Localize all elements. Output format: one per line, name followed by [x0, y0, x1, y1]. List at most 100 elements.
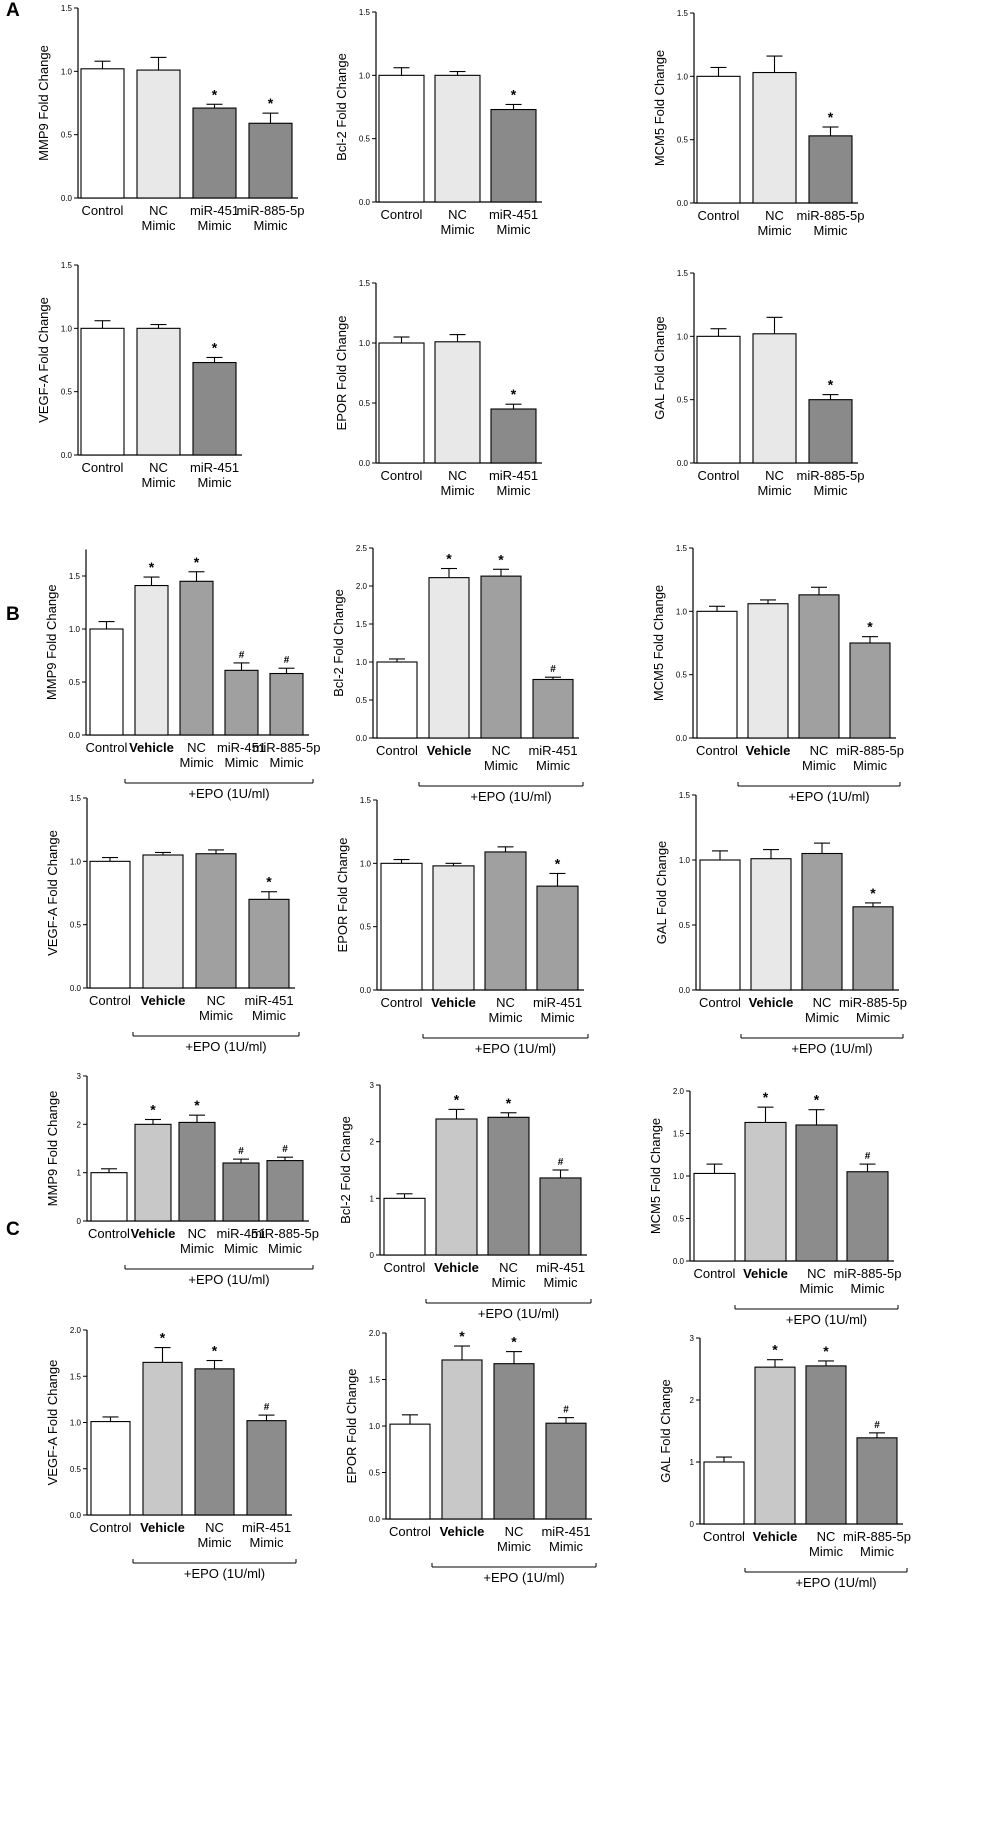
bar: [194, 1368, 235, 1516]
category-label: Control: [698, 468, 740, 483]
category-label: Control: [696, 743, 738, 758]
category-label: Mimic: [544, 1275, 578, 1290]
category-label: Control: [381, 995, 423, 1010]
y-tick-label: 1.5: [70, 1372, 82, 1381]
y-tick-label: 0.5: [359, 399, 371, 408]
significance-mark: #: [264, 1402, 270, 1413]
category-label: Mimic: [198, 218, 232, 233]
y-tick-label: 0.0: [679, 986, 691, 995]
y-tick-label: 3: [370, 1081, 375, 1090]
y-tick-label: 0.0: [676, 734, 688, 743]
category-label: Mimic: [484, 758, 518, 773]
category-label: NC: [496, 995, 515, 1010]
y-tick-label: 2: [370, 1138, 375, 1147]
bar: [435, 1118, 478, 1256]
category-label: Mimic: [198, 475, 232, 490]
category-label: NC: [765, 208, 784, 223]
y-axis-label: MMP9 Fold Change: [44, 584, 59, 700]
category-label: Control: [694, 1266, 736, 1281]
category-label: Mimic: [225, 755, 259, 770]
bar: [798, 594, 840, 739]
bar: [248, 122, 293, 199]
y-tick-label: 0.5: [356, 696, 368, 705]
panel-label-a: A: [6, 0, 20, 21]
category-label: Control: [82, 460, 124, 475]
bar: [378, 74, 425, 203]
category-label: Mimic: [142, 218, 176, 233]
category-label: Mimic: [489, 1010, 523, 1025]
y-tick-label: 0: [370, 1251, 375, 1260]
y-tick-label: 1.5: [61, 4, 73, 13]
bar: [795, 1124, 838, 1262]
bar: [703, 1461, 745, 1525]
bar: [856, 1437, 898, 1525]
y-tick-label: 0.0: [356, 734, 368, 743]
y-tick-label: 0.5: [61, 388, 73, 397]
bar: [490, 108, 537, 203]
bar: [480, 575, 522, 739]
category-label: Vehicle: [749, 995, 794, 1010]
category-label: Mimic: [814, 223, 848, 238]
bar: [696, 75, 741, 204]
category-label: Control: [86, 740, 128, 755]
category-label: Control: [703, 1529, 745, 1544]
chart-17: 0.0 0.5 1.0 1.5 2.0 EPOR Fold Change Control * V…: [344, 1328, 597, 1585]
significance-mark: *: [194, 1097, 200, 1113]
category-label: NC: [807, 1266, 826, 1281]
bar: [222, 1162, 260, 1222]
y-tick-label: 0: [690, 1520, 695, 1529]
category-label: Mimic: [853, 758, 887, 773]
significance-mark: *: [498, 551, 504, 567]
y-tick-label: 0.0: [369, 1515, 381, 1524]
category-label: Mimic: [441, 483, 475, 498]
bar: [805, 1365, 847, 1525]
category-label: miR-451: [541, 1524, 590, 1539]
category-label: Mimic: [198, 1535, 232, 1550]
category-label: miR-451: [242, 1520, 291, 1535]
y-tick-label: 0.0: [70, 984, 82, 993]
category-label: Mimic: [268, 1241, 302, 1256]
significance-mark: *: [266, 874, 272, 890]
bar: [195, 853, 237, 989]
y-axis-label: VEGF-A Fold Change: [45, 1360, 60, 1486]
bar: [269, 672, 304, 736]
bracket-label: +EPO (1U/ml): [786, 1312, 867, 1327]
significance-mark: *: [160, 1330, 166, 1346]
bar: [178, 1121, 216, 1222]
bar: [493, 1363, 535, 1520]
y-tick-label: 0.0: [359, 459, 371, 468]
significance-mark: #: [238, 1146, 244, 1157]
chart-10: 0.0 0.5 1.0 1.5 VEGF-A Fold Change Control Veh…: [45, 794, 300, 1054]
category-label: Vehicle: [427, 743, 472, 758]
bar: [80, 327, 125, 456]
bar: [696, 610, 738, 739]
y-tick-label: 1.0: [679, 856, 691, 865]
category-label: miR-451: [217, 740, 266, 755]
significance-mark: *: [454, 1091, 460, 1107]
category-label: Mimic: [492, 1275, 526, 1290]
category-label: Mimic: [541, 1010, 575, 1025]
significance-mark: *: [772, 1342, 778, 1358]
bar: [136, 327, 181, 456]
bar: [545, 1422, 587, 1520]
bar: [441, 1359, 483, 1520]
category-label: Mimic: [497, 222, 531, 237]
y-tick-label: 2.0: [70, 1326, 82, 1335]
category-label: Mimic: [758, 483, 792, 498]
significance-mark: *: [511, 1334, 517, 1350]
y-axis-label: GAL Fold Change: [654, 841, 669, 945]
significance-mark: *: [511, 86, 517, 102]
y-tick-label: 3: [77, 1072, 82, 1081]
category-label: NC: [499, 1260, 518, 1275]
bar: [747, 603, 789, 739]
category-label: Vehicle: [129, 740, 174, 755]
y-tick-label: 1.5: [676, 544, 688, 553]
category-label: Mimic: [497, 483, 531, 498]
y-tick-label: 1.0: [356, 658, 368, 667]
chart-15: 0.0 0.5 1.0 1.5 2.0 MCM5 Fold Change Control * V…: [648, 1087, 901, 1327]
bar: [849, 642, 891, 739]
significance-mark: *: [149, 559, 155, 575]
